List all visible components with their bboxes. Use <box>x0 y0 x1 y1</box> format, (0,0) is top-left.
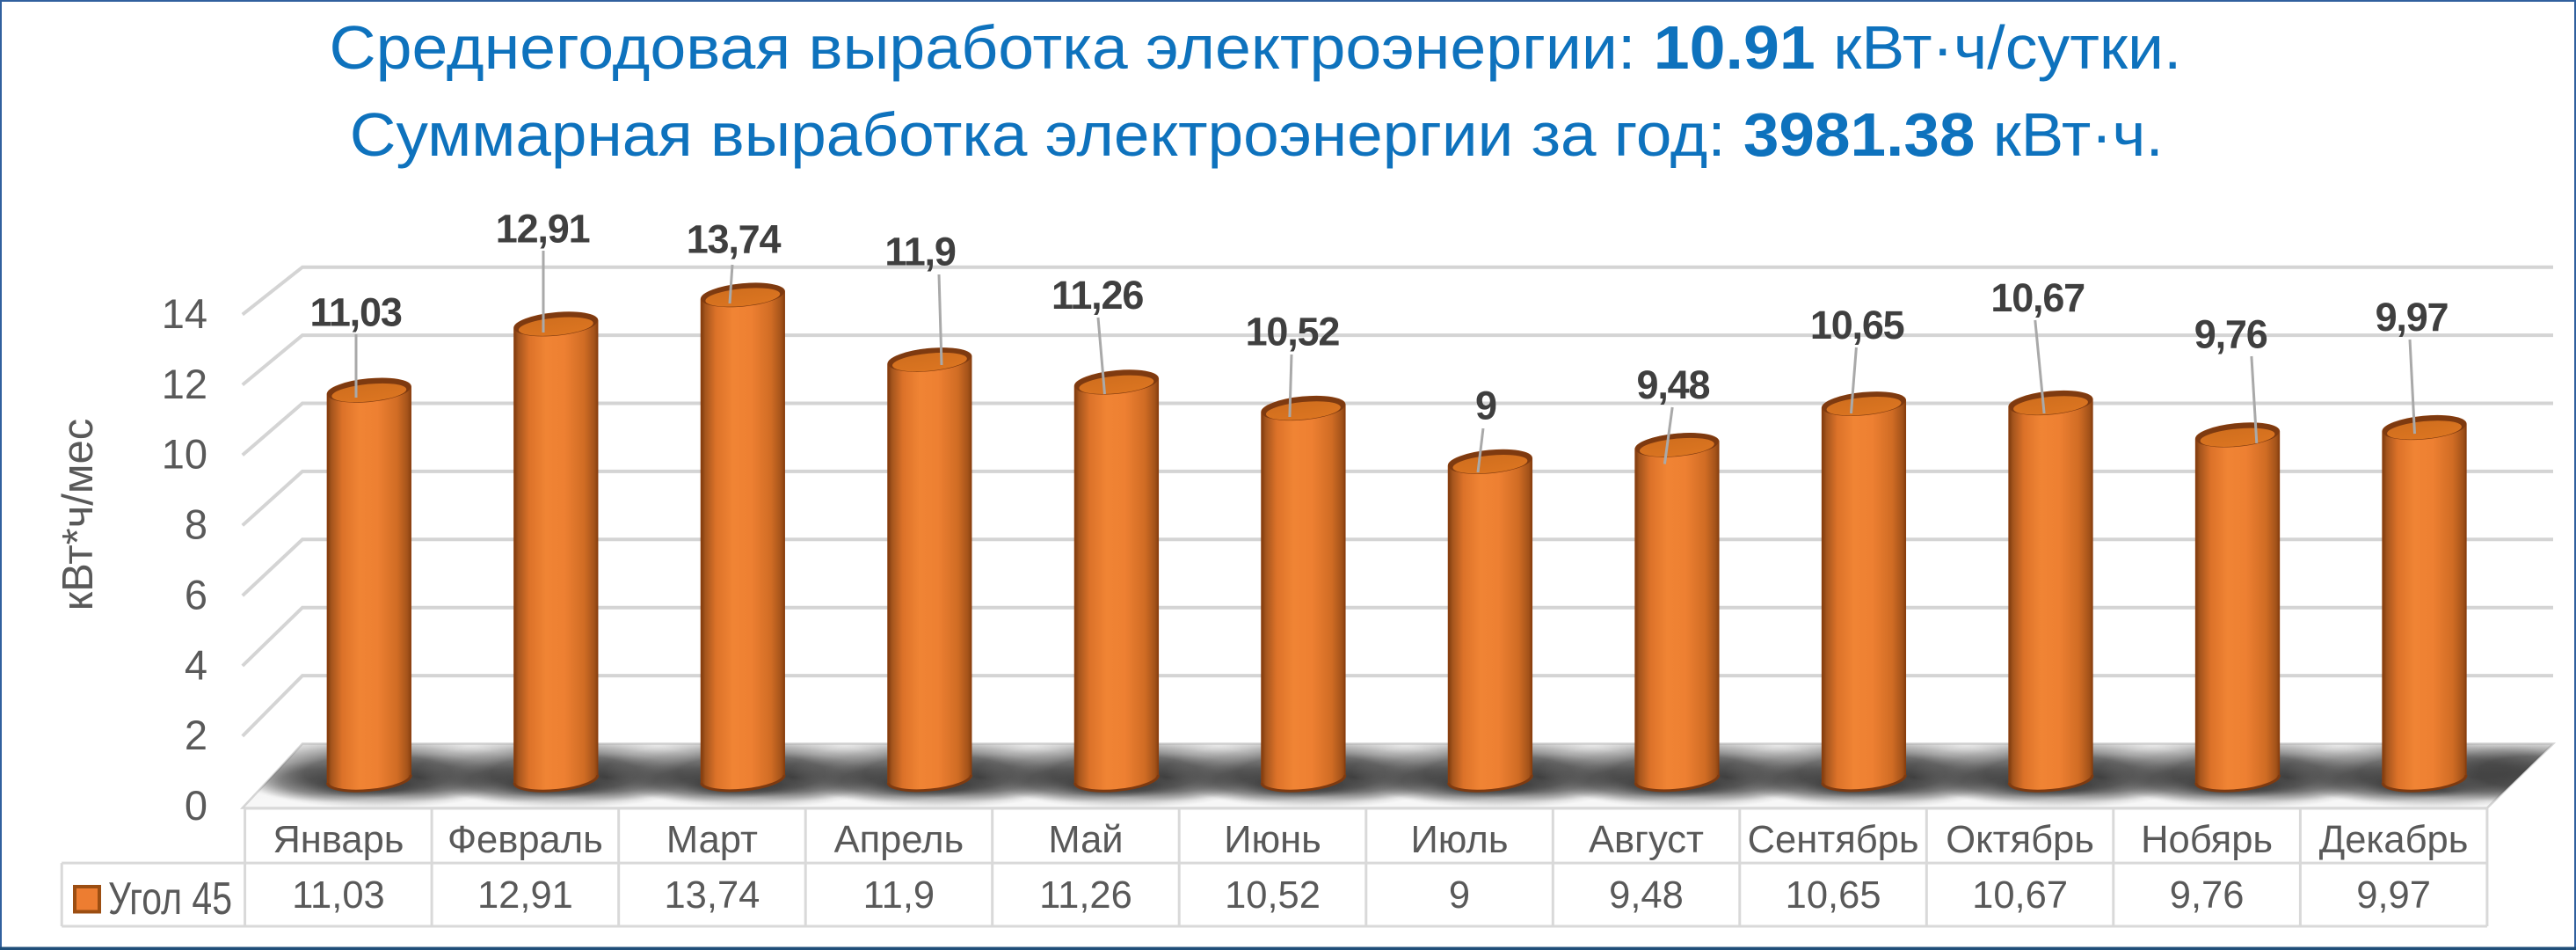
svg-text:8: 8 <box>185 501 207 548</box>
svg-text:10,65: 10,65 <box>1810 303 1904 347</box>
svg-text:13,74: 13,74 <box>664 874 760 917</box>
svg-text:Суммарная выработка электроэне: Суммарная выработка электроэнергии за го… <box>350 100 2164 169</box>
svg-text:10,67: 10,67 <box>1990 275 2085 320</box>
svg-text:9,76: 9,76 <box>2170 874 2245 917</box>
svg-text:Октябрь: Октябрь <box>1946 819 2094 861</box>
svg-text:Июль: Июль <box>1411 819 1509 861</box>
svg-text:Февраль: Февраль <box>448 819 603 861</box>
svg-text:10,52: 10,52 <box>1225 874 1321 917</box>
svg-text:9: 9 <box>1475 383 1496 428</box>
svg-text:Угол 45: Угол 45 <box>108 873 232 924</box>
svg-text:9,97: 9,97 <box>2356 874 2431 917</box>
svg-text:9: 9 <box>1449 874 1470 917</box>
svg-text:9,48: 9,48 <box>1637 362 1710 407</box>
svg-text:11,26: 11,26 <box>1052 273 1143 318</box>
svg-text:13,74: 13,74 <box>687 217 782 262</box>
svg-text:10,65: 10,65 <box>1786 874 1881 917</box>
svg-text:11,03: 11,03 <box>310 290 402 335</box>
svg-text:11,26: 11,26 <box>1039 874 1132 917</box>
svg-text:Май: Май <box>1048 819 1123 861</box>
svg-text:11,03: 11,03 <box>292 874 385 917</box>
svg-text:кВт*ч/мес: кВт*ч/мес <box>55 419 102 611</box>
svg-text:10,52: 10,52 <box>1246 309 1340 354</box>
svg-text:Январь: Январь <box>273 819 404 861</box>
svg-text:2: 2 <box>185 712 207 758</box>
svg-text:12,91: 12,91 <box>496 206 590 251</box>
svg-text:9,48: 9,48 <box>1609 874 1684 917</box>
svg-text:9,97: 9,97 <box>2376 295 2449 340</box>
svg-text:Апрель: Апрель <box>834 819 964 861</box>
svg-text:Март: Март <box>666 819 758 861</box>
svg-text:14: 14 <box>162 290 207 337</box>
svg-text:10,67: 10,67 <box>1972 874 2068 917</box>
svg-text:Декабрь: Декабрь <box>2319 819 2469 861</box>
svg-text:Сентябрь: Сентябрь <box>1748 819 1919 861</box>
svg-text:11,9: 11,9 <box>863 874 935 917</box>
svg-text:Нобярь: Нобярь <box>2141 819 2273 861</box>
svg-text:9,76: 9,76 <box>2194 311 2267 356</box>
svg-text:0: 0 <box>185 782 207 829</box>
svg-text:6: 6 <box>185 572 207 618</box>
svg-text:12,91: 12,91 <box>477 874 573 917</box>
svg-text:Среднегодовая выработка электр: Среднегодовая выработка электроэнергии: … <box>330 13 2182 82</box>
svg-text:4: 4 <box>185 641 207 688</box>
svg-text:12: 12 <box>162 361 207 407</box>
svg-text:Август: Август <box>1589 819 1704 861</box>
svg-text:10: 10 <box>162 431 207 478</box>
svg-text:Июнь: Июнь <box>1224 819 1321 861</box>
svg-text:11,9: 11,9 <box>884 230 955 274</box>
